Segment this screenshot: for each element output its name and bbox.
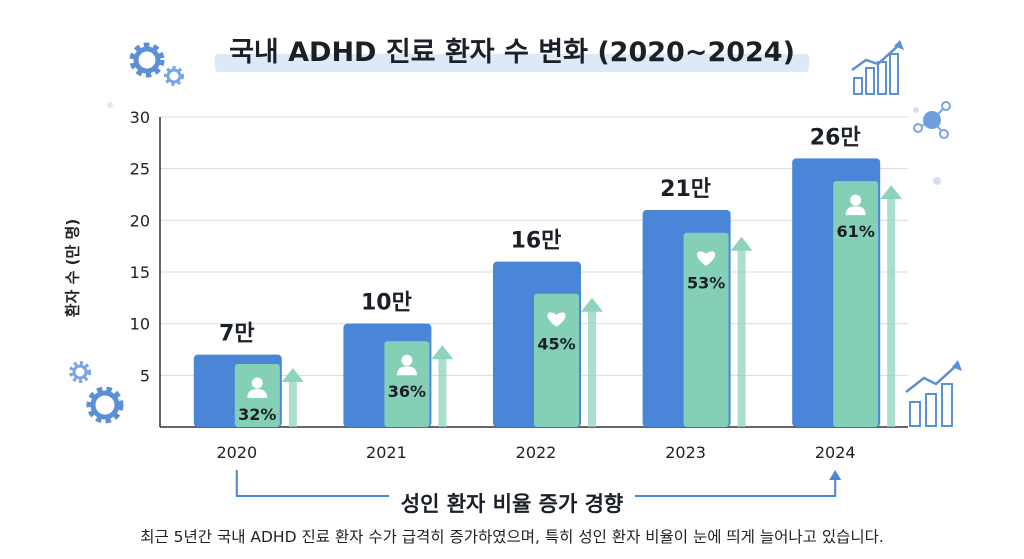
gear-icon bbox=[129, 42, 165, 78]
total-value-label: 7만 bbox=[219, 322, 255, 347]
trend-bracket-arrowhead bbox=[829, 470, 842, 480]
total-value-label: 21만 bbox=[660, 177, 711, 202]
person-icon-body bbox=[396, 366, 417, 376]
adult-percent-label: 53% bbox=[687, 274, 725, 293]
y-tick-label: 30 bbox=[130, 108, 150, 127]
title-container: 국내 ADHD 진료 환자 수 변화 (2020~2024) bbox=[0, 26, 1024, 75]
y-axis-label: 환자 수 (만 명) bbox=[63, 218, 82, 318]
gear-icon bbox=[164, 66, 184, 86]
x-tick-label: 2024 bbox=[815, 443, 856, 462]
y-tick-label: 15 bbox=[130, 263, 150, 282]
x-tick-label: 2020 bbox=[216, 443, 257, 462]
adult-percent-label: 36% bbox=[388, 382, 426, 401]
trend-summary: 성인 환자 비율 증가 경향 bbox=[0, 488, 1024, 518]
dot-decoration bbox=[107, 102, 113, 108]
x-tick-label: 2023 bbox=[665, 443, 706, 462]
dot-decoration bbox=[933, 177, 941, 185]
y-tick-label: 5 bbox=[140, 366, 150, 385]
trend-arrow-shaft bbox=[887, 197, 896, 427]
adult-bar bbox=[534, 293, 579, 427]
trend-summary-text: 성인 환자 비율 증가 경향 bbox=[388, 492, 636, 516]
network-icon bbox=[913, 101, 951, 139]
adult-percent-label: 45% bbox=[537, 335, 575, 354]
person-icon-body bbox=[247, 388, 268, 398]
trend-arrow-head bbox=[431, 345, 454, 360]
adult-bar bbox=[384, 341, 430, 427]
person-icon bbox=[850, 194, 862, 206]
trend-arrow-head bbox=[880, 185, 903, 200]
adult-bar bbox=[683, 232, 729, 427]
total-value-label: 26만 bbox=[810, 125, 861, 150]
trend-arrow-head bbox=[581, 297, 603, 312]
total-value-label: 10만 bbox=[361, 291, 412, 316]
dot-decoration bbox=[913, 107, 919, 113]
x-tick-label: 2022 bbox=[516, 443, 557, 462]
adult-percent-label: 32% bbox=[238, 405, 276, 424]
y-tick-label: 20 bbox=[130, 211, 150, 230]
heart-icon bbox=[697, 251, 716, 266]
trend-arrow-head bbox=[730, 236, 753, 251]
trend-arrow-shaft bbox=[288, 379, 297, 427]
trend-arrow-shaft bbox=[737, 248, 746, 427]
total-value-label: 16만 bbox=[511, 229, 562, 254]
chart-title: 국내 ADHD 진료 환자 수 변화 (2020~2024) bbox=[215, 26, 809, 75]
y-tick-label: 25 bbox=[130, 160, 150, 179]
growth-chart-icon bbox=[905, 360, 962, 427]
caption: 최근 5년간 국내 ADHD 진료 환자 수가 급격히 증가하였으며, 특히 성… bbox=[140, 528, 884, 546]
heart-icon bbox=[547, 312, 566, 327]
trend-arrow-head bbox=[281, 367, 304, 382]
gear-icon bbox=[69, 361, 91, 383]
y-tick-label: 10 bbox=[130, 315, 150, 334]
person-icon-body bbox=[845, 206, 866, 216]
trend-arrow-shaft bbox=[438, 357, 447, 427]
adult-bar bbox=[833, 181, 879, 427]
person-icon bbox=[401, 354, 413, 366]
gear-icon bbox=[86, 386, 124, 424]
growth-chart-icon bbox=[851, 40, 904, 95]
x-tick-label: 2021 bbox=[366, 443, 407, 462]
trend-arrow-shaft bbox=[588, 309, 596, 427]
adult-percent-label: 61% bbox=[837, 222, 875, 241]
person-icon bbox=[251, 377, 263, 389]
